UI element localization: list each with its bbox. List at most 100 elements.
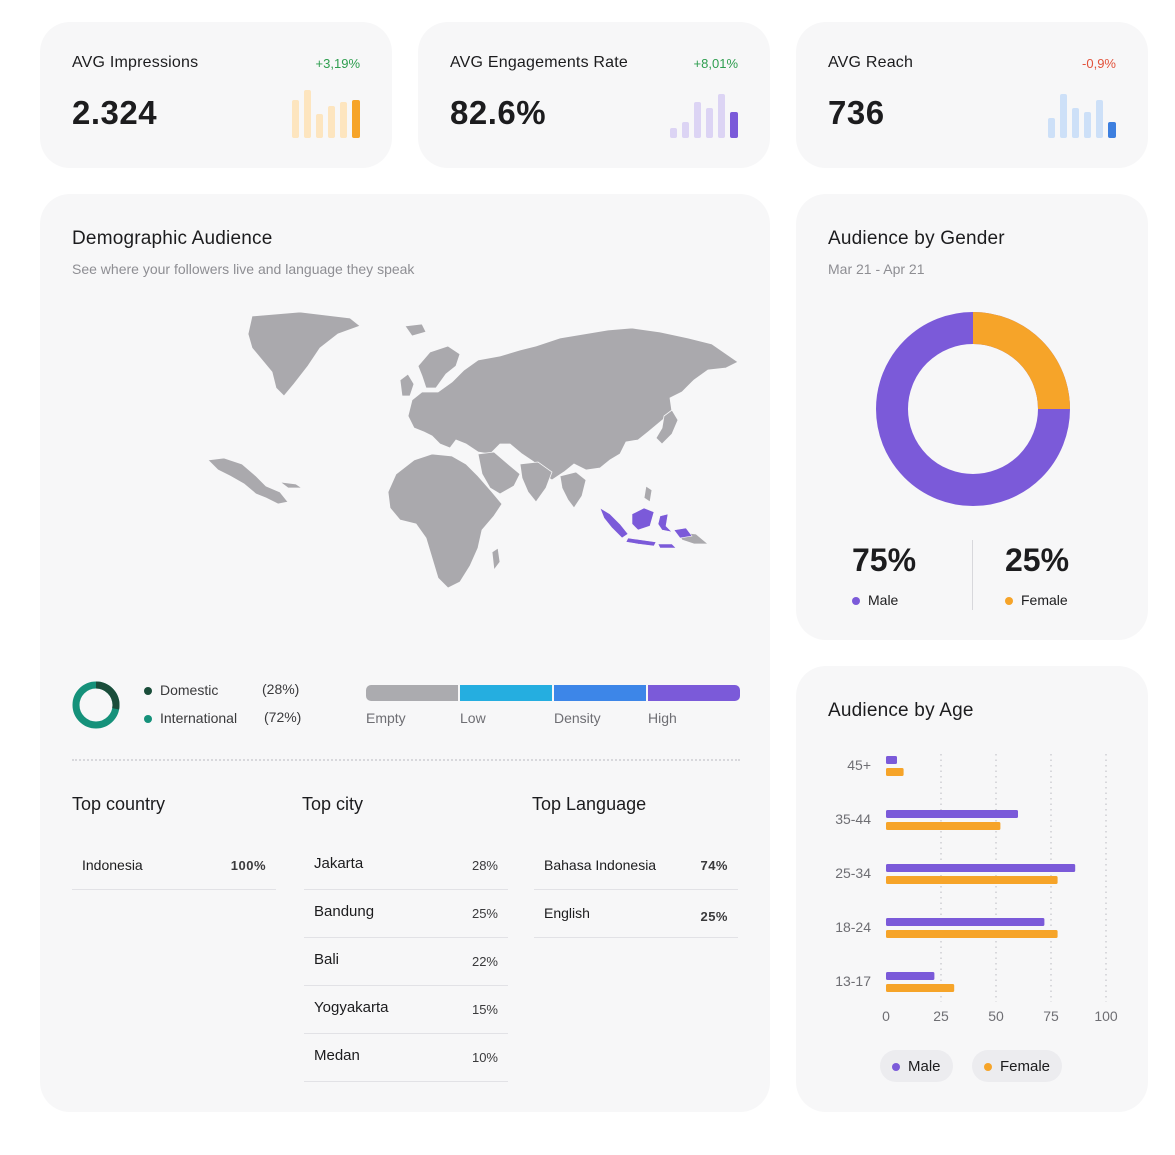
sparkline-bars <box>292 90 360 138</box>
female-label: Female <box>1021 592 1068 608</box>
male-dot <box>852 597 860 606</box>
demographic-subtitle: See where your followers live and langua… <box>72 261 415 277</box>
gender-divider <box>972 540 973 610</box>
bar-female-25-34[interactable] <box>886 876 1058 884</box>
kpi-value: 82.6% <box>450 94 547 131</box>
domestic-label: Domestic <box>160 682 219 698</box>
city-pct: 15% <box>471 1002 498 1017</box>
age-card: Audience by Age 0 25 50 75 100 45+ 35-44 25-34 1… <box>796 666 1148 1112</box>
map-region-scandinavia <box>417 345 461 389</box>
international-label: International <box>160 710 238 726</box>
legend-female-label: Female <box>1000 1058 1051 1075</box>
table-row: Medan 10% <box>304 1034 508 1082</box>
kpi-label: AVG Impressions <box>72 54 199 71</box>
map-region-india <box>519 461 553 503</box>
legend-pill-male[interactable]: Male <box>880 1050 953 1082</box>
language-pct: 74% <box>700 858 728 873</box>
map-region-indonesia-java <box>625 537 657 547</box>
sparkline-bars <box>670 94 738 138</box>
city-pct: 22% <box>471 954 498 969</box>
bar-female-13-17[interactable] <box>886 984 955 992</box>
map-region-greenland <box>247 311 361 397</box>
bar-male-25-34[interactable] <box>886 864 1076 872</box>
density-label-density: Density <box>554 710 601 726</box>
legend-pill-female[interactable]: Female <box>972 1050 1063 1082</box>
table-row: Bali 22% <box>304 938 508 986</box>
legend-international: International <box>144 710 237 726</box>
city-name: Bandung <box>314 903 375 920</box>
female-arc <box>876 312 1070 506</box>
map-region-iceland <box>404 323 427 337</box>
map-region-madagascar <box>491 547 501 572</box>
map-region-indonesia-borneo <box>631 507 655 531</box>
legend-male-label: Male <box>908 1058 941 1075</box>
kpi-card-reach: AVG Reach -0,9% 736 <box>796 22 1148 168</box>
age-bar-chart: 0 25 50 75 100 45+ 35-44 25-34 18-24 13-17 <box>835 754 1118 1024</box>
language-pct: 25% <box>700 909 728 924</box>
city-name: Jakarta <box>314 855 364 872</box>
demographic-title: Demographic Audience <box>72 228 273 249</box>
world-map <box>207 311 739 589</box>
legend-domestic: Domestic <box>144 682 218 698</box>
section-divider <box>72 759 740 761</box>
table-row: Jakarta 28% <box>304 842 508 890</box>
male-pct: 75% <box>852 542 917 578</box>
table-row: Yogyakarta 15% <box>304 986 508 1034</box>
x-tick-label: 0 <box>882 1008 890 1024</box>
gender-title: Audience by Gender <box>828 228 1005 249</box>
map-region-philippines <box>643 485 653 503</box>
map-region-caribbean <box>278 481 304 489</box>
kpi-card-engagements: AVG Engagements Rate +8,01% 82.6% <box>418 22 770 168</box>
kpi-value: 736 <box>828 94 885 131</box>
language-name: Bahasa Indonesia <box>544 857 657 873</box>
city-pct: 28% <box>471 858 498 873</box>
international-pct: (72%) <box>264 709 302 725</box>
x-tick-label: 25 <box>933 1008 949 1024</box>
gender-card: Audience by Gender Mar 21 - Apr 21 75% M… <box>796 194 1148 640</box>
top-language-title: Top Language <box>532 794 647 814</box>
country-pct: 100% <box>230 858 266 873</box>
city-pct: 25% <box>471 906 498 921</box>
gender-donut <box>876 312 1070 506</box>
kpi-change: -0,9% <box>1082 56 1116 71</box>
density-empty-segment <box>366 685 458 701</box>
age-title: Audience by Age <box>828 700 974 721</box>
map-region-indonesia-east <box>657 543 677 549</box>
y-category-label: 35-44 <box>835 811 871 827</box>
density-mid-segment <box>554 685 646 701</box>
city-name: Yogyakarta <box>314 999 389 1016</box>
bar-female-45+[interactable] <box>886 768 904 776</box>
language-name: English <box>544 905 590 921</box>
kpi-label: AVG Reach <box>828 54 914 71</box>
demographic-card: Demographic Audience See where your foll… <box>40 194 770 1112</box>
gender-date-range: Mar 21 - Apr 21 <box>828 261 925 277</box>
table-row: Bandung 25% <box>304 890 508 938</box>
x-tick-label: 100 <box>1094 1008 1118 1024</box>
bar-female-18-24[interactable] <box>886 930 1058 938</box>
bar-male-18-24[interactable] <box>886 918 1045 926</box>
kpi-change: +3,19% <box>315 56 360 71</box>
map-region-eurasia <box>407 327 739 481</box>
map-region-uk <box>399 373 415 397</box>
bar-male-35-44[interactable] <box>886 810 1018 818</box>
legend-female: Female <box>1005 592 1068 608</box>
map-region-africa <box>387 453 503 589</box>
density-label-high: High <box>648 710 677 726</box>
legend-male: Male <box>852 592 898 608</box>
table-row: English 25% <box>534 890 738 938</box>
map-region-se-asia <box>559 471 587 509</box>
density-high-segment <box>648 685 740 701</box>
y-category-label: 13-17 <box>835 973 871 989</box>
kpi-change: +8,01% <box>693 56 738 71</box>
city-name: Medan <box>314 1047 360 1064</box>
density-low-segment <box>460 685 552 701</box>
x-tick-label: 50 <box>988 1008 1004 1024</box>
domestic-donut <box>72 681 120 729</box>
bar-female-35-44[interactable] <box>886 822 1001 830</box>
bar-male-45+[interactable] <box>886 756 897 764</box>
map-region-indonesia-sulawesi <box>657 513 673 533</box>
sparkline-bars <box>1048 94 1116 138</box>
city-pct: 10% <box>471 1050 498 1065</box>
bar-male-13-17[interactable] <box>886 972 935 980</box>
male-dot <box>892 1063 900 1072</box>
